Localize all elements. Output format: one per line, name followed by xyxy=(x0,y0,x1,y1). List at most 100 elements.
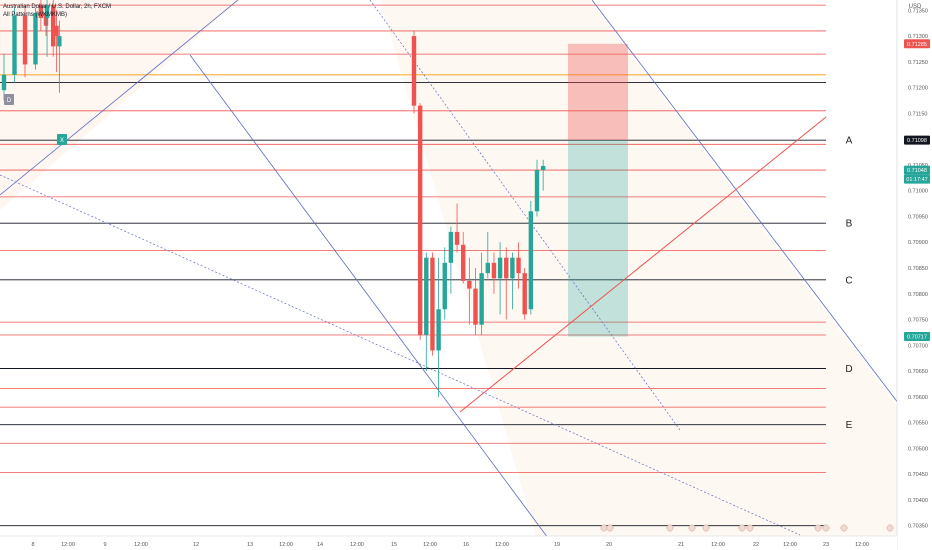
price-tag-label: 0.71048 xyxy=(907,168,927,174)
wave-label-c: C xyxy=(845,275,852,286)
time-tick-label: 12:00 xyxy=(423,542,437,548)
pattern-marker-x[interactable] xyxy=(57,134,67,145)
event-icon[interactable] xyxy=(822,524,830,532)
price-tick-label: 0.70700 xyxy=(908,343,928,349)
candle-body-17 xyxy=(454,231,460,245)
event-icon[interactable] xyxy=(688,524,696,532)
price-tick-label: 0.70800 xyxy=(908,292,928,298)
candle-body-7 xyxy=(44,5,50,19)
time-tick-label: 12:00 xyxy=(134,542,148,548)
candle-body-23 xyxy=(491,262,497,279)
candle-body-30 xyxy=(534,170,540,212)
price-axis-ticks: 0.713500.713000.712500.712000.711500.711… xyxy=(908,8,928,529)
price-tick-label: 0.70450 xyxy=(908,472,928,478)
event-icon[interactable] xyxy=(746,524,754,532)
event-icon[interactable] xyxy=(886,524,894,532)
price-tick-label: 0.70500 xyxy=(908,446,928,452)
candle-body-15 xyxy=(442,262,447,310)
pattern-markers[interactable]: DX xyxy=(4,94,67,145)
candle-body-24 xyxy=(497,257,503,279)
time-tick-label: 20 xyxy=(606,542,612,548)
pattern-marker-label: X xyxy=(60,138,64,144)
time-tick-label: 12:00 xyxy=(495,542,509,548)
candle-body-25 xyxy=(504,257,509,279)
time-tick-label: 12 xyxy=(193,542,199,548)
position-stop-zone[interactable] xyxy=(568,43,628,141)
time-tick-label: 8 xyxy=(31,542,34,548)
indicator-title: All Patterns (WKMKMB) xyxy=(3,12,67,18)
price-tick-label: 0.71150 xyxy=(908,111,927,117)
time-tick-label: 19 xyxy=(554,542,560,548)
time-tick-label: 12:00 xyxy=(711,542,725,548)
candle-body-14 xyxy=(436,309,441,351)
time-tick-label: 12:00 xyxy=(61,542,75,548)
event-icon[interactable] xyxy=(814,524,822,532)
event-icon[interactable] xyxy=(702,524,710,532)
candle-body-8 xyxy=(51,5,56,47)
time-tick-label: 12:00 xyxy=(350,542,364,548)
candle-body-27 xyxy=(516,257,521,274)
wave-label-b: B xyxy=(846,219,853,230)
candle-body-13 xyxy=(430,257,435,351)
position-box[interactable] xyxy=(568,43,628,337)
horizontal-levels xyxy=(0,4,826,527)
candle-body-10 xyxy=(411,36,417,106)
time-tick-label: 21 xyxy=(678,542,684,548)
wave-label-a: A xyxy=(846,136,853,147)
event-icon[interactable] xyxy=(738,524,746,532)
candle-body-1 xyxy=(12,15,17,75)
channel-fill-main xyxy=(380,0,900,550)
candle-body-16 xyxy=(448,231,454,263)
price-tag-2 xyxy=(904,165,930,175)
event-icon[interactable] xyxy=(606,524,614,532)
price-tick-label: 0.71250 xyxy=(908,60,928,66)
price-tag-4 xyxy=(904,332,930,342)
price-tick-label: 0.70650 xyxy=(908,369,928,375)
position-target-zone[interactable] xyxy=(568,140,628,337)
candle-body-6 xyxy=(38,5,44,19)
candle-body-18 xyxy=(461,244,466,281)
price-tick-label: 0.71000 xyxy=(908,189,928,195)
price-tick-label: 0.71200 xyxy=(908,86,928,92)
pattern-marker-label: D xyxy=(7,98,12,104)
price-tick-label: 0.71350 xyxy=(908,8,928,14)
time-tick-label: 9 xyxy=(103,542,106,548)
price-tags: 0.71285 0.71098 0.71048 01:17:47 0.70717 xyxy=(904,39,930,342)
price-tick-label: 0.70850 xyxy=(908,266,928,272)
time-tick-label: 16 xyxy=(463,542,469,548)
channel-line-upper-left xyxy=(0,0,239,196)
price-tick-label: 0.70950 xyxy=(908,214,928,220)
candle-body-21 xyxy=(479,273,484,325)
candle-body-9 xyxy=(57,36,62,47)
candle-body-20 xyxy=(473,288,478,325)
time-tick-label: 22 xyxy=(753,542,759,548)
candle-body-22 xyxy=(485,262,490,274)
candle-body-31 xyxy=(540,165,546,171)
wave-labels: A B C D E xyxy=(845,136,852,431)
time-tick-label: 23 xyxy=(823,542,829,548)
candle-body-29 xyxy=(528,211,534,310)
time-tick-label: 12:00 xyxy=(783,542,797,548)
time-tick-label: 12:00 xyxy=(855,542,869,548)
candle-body-0 xyxy=(1,74,7,91)
price-axis[interactable] xyxy=(897,0,932,550)
candle-body-2 xyxy=(22,15,28,65)
event-icons[interactable] xyxy=(600,524,894,532)
price-tick-label: 0.70400 xyxy=(908,498,928,504)
time-tick-label: 12:00 xyxy=(279,542,293,548)
price-tick-label: 0.70750 xyxy=(908,318,928,324)
time-tick-label: 13 xyxy=(247,542,253,548)
pattern-marker-d[interactable] xyxy=(4,94,14,105)
time-axis[interactable] xyxy=(0,536,897,550)
event-icon[interactable] xyxy=(666,524,674,532)
symbol-title: Australian Dollar / U.S. Dollar, 2h, FXC… xyxy=(3,4,111,10)
price-tick-label: 0.71300 xyxy=(908,34,928,40)
price-tick-label: 0.70550 xyxy=(908,421,928,427)
event-icon[interactable] xyxy=(840,524,848,532)
price-tick-label: 0.70350 xyxy=(908,524,928,530)
candle-body-12 xyxy=(424,257,429,335)
event-icon[interactable] xyxy=(600,524,608,532)
time-tick-label: 15 xyxy=(391,542,397,548)
